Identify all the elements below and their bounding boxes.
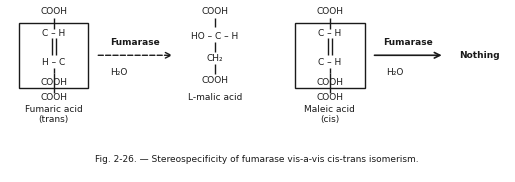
Text: COOH: COOH — [40, 78, 67, 87]
Text: Fumarase: Fumarase — [383, 38, 433, 47]
Text: COOH: COOH — [201, 76, 229, 85]
Text: COOH: COOH — [40, 93, 67, 102]
Text: CH₂: CH₂ — [207, 54, 224, 63]
Text: COOH: COOH — [316, 78, 344, 87]
Text: H₂O: H₂O — [386, 68, 403, 77]
Text: L-malic acid: L-malic acid — [188, 93, 242, 102]
Text: Nothing: Nothing — [459, 51, 500, 60]
Text: COOH: COOH — [40, 7, 67, 16]
Text: (cis): (cis) — [320, 115, 339, 124]
Text: C – H: C – H — [42, 29, 65, 38]
Text: HO – C – H: HO – C – H — [192, 32, 239, 41]
Bar — [295, 23, 365, 88]
Text: COOH: COOH — [201, 7, 229, 16]
Text: C – H: C – H — [318, 58, 341, 67]
Text: Fig. 2-26. — Stereospecificity of fumarase vis-a-vis cis-trans isomerism.: Fig. 2-26. — Stereospecificity of fumara… — [95, 155, 419, 164]
Text: H₂O: H₂O — [110, 68, 127, 77]
Text: Maleic acid: Maleic acid — [304, 105, 355, 114]
Text: COOH: COOH — [316, 7, 344, 16]
Text: Fumarase: Fumarase — [110, 38, 160, 47]
Text: H – C: H – C — [42, 58, 65, 67]
Text: (trans): (trans) — [39, 115, 68, 124]
Text: Fumaric acid: Fumaric acid — [25, 105, 82, 114]
Text: C – H: C – H — [318, 29, 341, 38]
Bar — [19, 23, 89, 88]
Text: COOH: COOH — [316, 93, 344, 102]
